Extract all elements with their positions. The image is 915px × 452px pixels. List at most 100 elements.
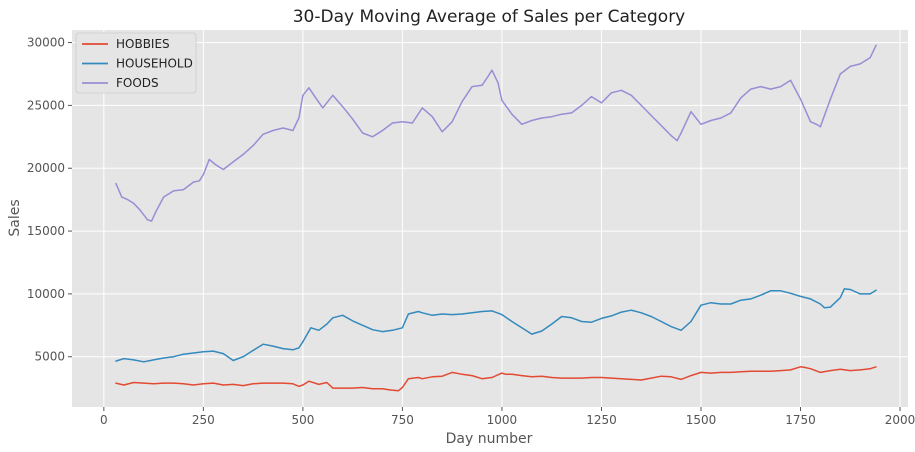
data-point-foods — [332, 94, 334, 96]
data-point-hobbies — [650, 377, 652, 379]
data-point-hobbies — [421, 378, 423, 380]
data-point-hobbies — [660, 375, 662, 377]
data-point-foods — [222, 168, 224, 171]
data-point-foods — [815, 123, 818, 125]
data-point-hobbies — [501, 372, 503, 374]
data-point-hobbies — [561, 377, 563, 379]
data-point-foods — [680, 132, 682, 134]
data-point-foods — [163, 196, 165, 198]
data-point-household — [819, 303, 822, 305]
chart-title: 30-Day Moving Average of Sales per Categ… — [293, 7, 686, 27]
data-point-foods — [630, 94, 632, 96]
data-point-hobbies — [829, 370, 832, 372]
data-point-hobbies — [505, 373, 507, 375]
data-point-household — [252, 349, 254, 351]
data-point-hobbies — [115, 382, 117, 384]
data-point-household — [859, 293, 861, 295]
data-point-household — [362, 324, 364, 326]
data-point-hobbies — [710, 372, 712, 374]
data-point-household — [401, 327, 403, 329]
data-point-household — [222, 353, 224, 355]
data-point-hobbies — [272, 382, 274, 384]
data-point-household — [342, 314, 344, 316]
data-point-hobbies — [401, 386, 403, 389]
data-point-household — [869, 293, 871, 295]
x-tick-label: 750 — [391, 413, 414, 427]
data-point-foods — [610, 92, 613, 94]
data-point-foods — [342, 106, 344, 108]
data-point-foods — [272, 129, 274, 132]
data-point-foods — [172, 190, 175, 192]
data-point-hobbies — [298, 385, 300, 387]
data-point-household — [660, 320, 662, 323]
data-point-household — [511, 320, 513, 323]
data-point-foods — [208, 158, 210, 160]
data-point-household — [740, 299, 742, 301]
data-point-hobbies — [839, 368, 841, 370]
data-point-foods — [700, 123, 702, 125]
data-point-hobbies — [451, 371, 453, 373]
x-axis-label: Day number — [446, 431, 533, 447]
data-point-household — [561, 315, 563, 318]
data-point-hobbies — [441, 375, 443, 377]
data-point-foods — [372, 136, 374, 138]
data-point-hobbies — [730, 371, 732, 373]
data-point-hobbies — [680, 378, 682, 380]
data-point-household — [829, 306, 832, 308]
data-point-foods — [511, 113, 513, 115]
data-point-foods — [740, 97, 742, 99]
x-tick-label: 1250 — [586, 413, 617, 427]
grid — [72, 30, 908, 407]
data-point-hobbies — [302, 384, 304, 386]
data-point-household — [115, 360, 117, 362]
data-point-foods — [541, 117, 543, 119]
data-point-foods — [133, 202, 135, 204]
data-point-hobbies — [541, 375, 543, 377]
data-point-foods — [760, 86, 762, 88]
data-point-household — [501, 314, 503, 316]
data-point-hobbies — [481, 378, 483, 380]
data-point-hobbies — [292, 383, 294, 385]
data-point-foods — [551, 116, 553, 118]
data-point-hobbies — [282, 382, 284, 384]
data-point-household — [839, 297, 841, 299]
data-point-foods — [620, 89, 623, 91]
data-point-foods — [829, 98, 832, 100]
data-point-foods — [262, 133, 264, 135]
data-point-foods — [670, 135, 672, 137]
data-point-hobbies — [252, 383, 254, 385]
data-point-foods — [819, 126, 822, 128]
data-point-household — [521, 327, 523, 329]
data-point-household — [202, 351, 204, 353]
data-point-foods — [391, 122, 394, 124]
data-point-household — [590, 321, 593, 323]
data-point-household — [372, 329, 374, 331]
data-point-foods — [115, 182, 117, 184]
legend-label-foods: FOODS — [116, 76, 159, 90]
data-point-household — [292, 349, 294, 351]
series-lines — [115, 44, 877, 392]
data-point-hobbies — [352, 387, 354, 389]
data-point-household — [571, 317, 573, 319]
data-point-household — [212, 350, 214, 352]
data-point-foods — [531, 119, 533, 122]
data-point-hobbies — [407, 378, 409, 380]
data-point-foods — [421, 107, 423, 109]
x-axis-ticks: 0 250 500 750 1000 1250 1500 1750 2000 — [100, 407, 915, 427]
data-point-household — [875, 289, 877, 291]
data-point-hobbies — [372, 388, 374, 390]
data-point-foods — [640, 104, 642, 106]
x-tick-label: 1500 — [686, 413, 717, 427]
data-point-foods — [809, 121, 812, 123]
data-point-hobbies — [511, 373, 513, 375]
y-tick-label: 10000 — [27, 287, 65, 301]
x-tick-label: 0 — [100, 413, 108, 427]
data-point-foods — [581, 104, 583, 106]
data-point-hobbies — [182, 383, 185, 385]
data-point-household — [581, 320, 583, 323]
data-point-hobbies — [362, 386, 364, 389]
data-point-household — [849, 288, 851, 291]
data-point-hobbies — [521, 375, 523, 377]
data-point-foods — [192, 181, 194, 183]
